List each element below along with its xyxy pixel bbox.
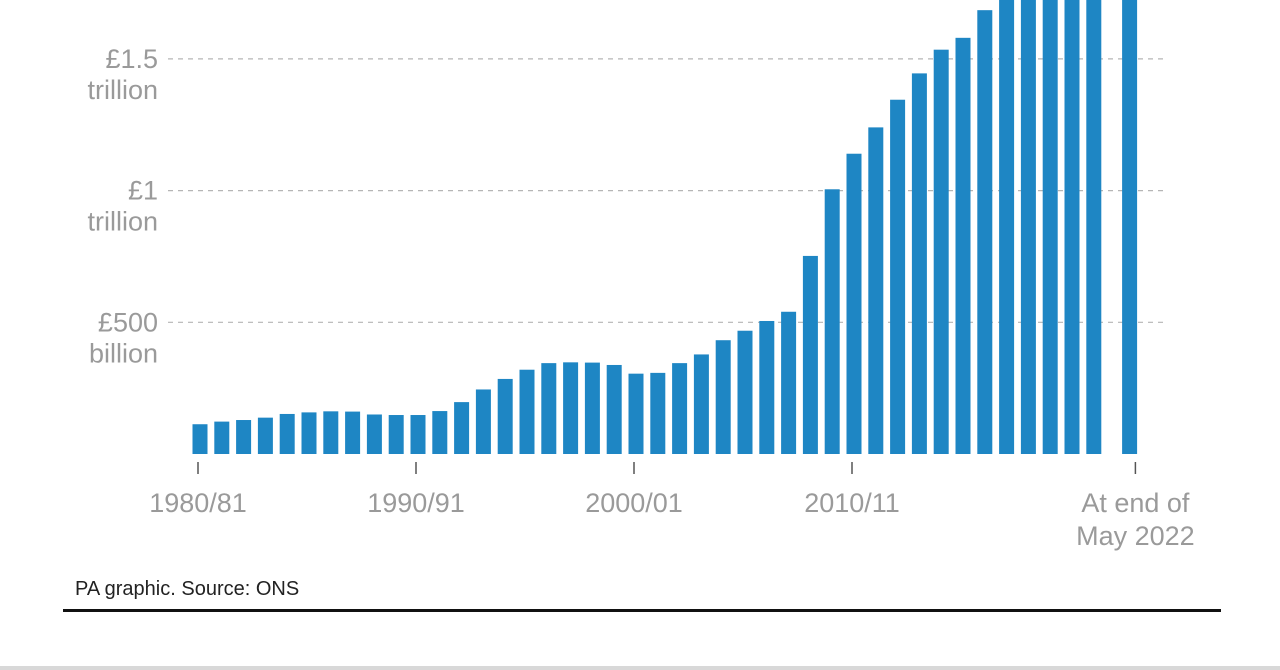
y-tick-label: £1.5 trillion [87,44,158,105]
bar [410,415,426,454]
bar [454,402,470,454]
bar [911,73,927,455]
y-tick-label: £1 trillion [87,176,158,237]
bar [650,372,666,454]
bar [672,363,688,454]
bar [628,373,644,454]
bar [475,389,491,454]
x-axis-labels: 1980/81 1990/91 2000/01 2010/11 At end of May… [149,462,1195,551]
bar [236,420,252,454]
y-axis-labels: £500 billion £1 trillion £1.5 trillion [87,44,158,368]
bar [933,49,949,454]
bar [345,411,361,454]
bar [366,414,382,454]
bar [802,255,818,454]
bar [519,369,535,454]
bar [1086,0,1102,454]
bar [977,10,993,455]
bar [388,415,404,454]
bar [693,354,709,454]
bar [584,362,600,454]
x-tick-label: 2000/01 [585,488,683,518]
bar [497,378,513,454]
bar [1020,0,1036,454]
bars [192,0,1138,455]
bar [323,411,339,454]
bar [1064,0,1080,454]
bar [1122,0,1138,454]
bar [824,189,840,454]
bar [257,417,273,454]
bar [432,411,448,454]
bar [1042,0,1058,454]
x-tick-label: 1980/81 [149,488,247,518]
x-tick-label: At end of May 2022 [1076,488,1195,551]
bar [999,0,1015,454]
bar [214,421,230,454]
bar [301,412,317,454]
gridlines [168,58,1165,323]
y-tick-label: £500 billion [89,307,158,368]
bar [541,363,557,454]
bar [781,311,797,454]
source-credit: PA graphic. Source: ONS [75,578,300,600]
x-tick-label: 1990/91 [367,488,465,518]
frame-edge [0,666,1280,670]
bar [563,362,579,454]
bar [192,424,208,454]
bar [715,340,731,454]
footer-rule [63,609,1221,612]
bar [955,37,971,454]
bar [737,330,753,454]
bar [846,153,862,454]
bar [890,99,906,455]
bar [759,320,775,454]
bar [868,127,884,454]
x-tick-label: 2010/11 [804,488,900,518]
bar [606,364,622,454]
bar [279,413,295,454]
